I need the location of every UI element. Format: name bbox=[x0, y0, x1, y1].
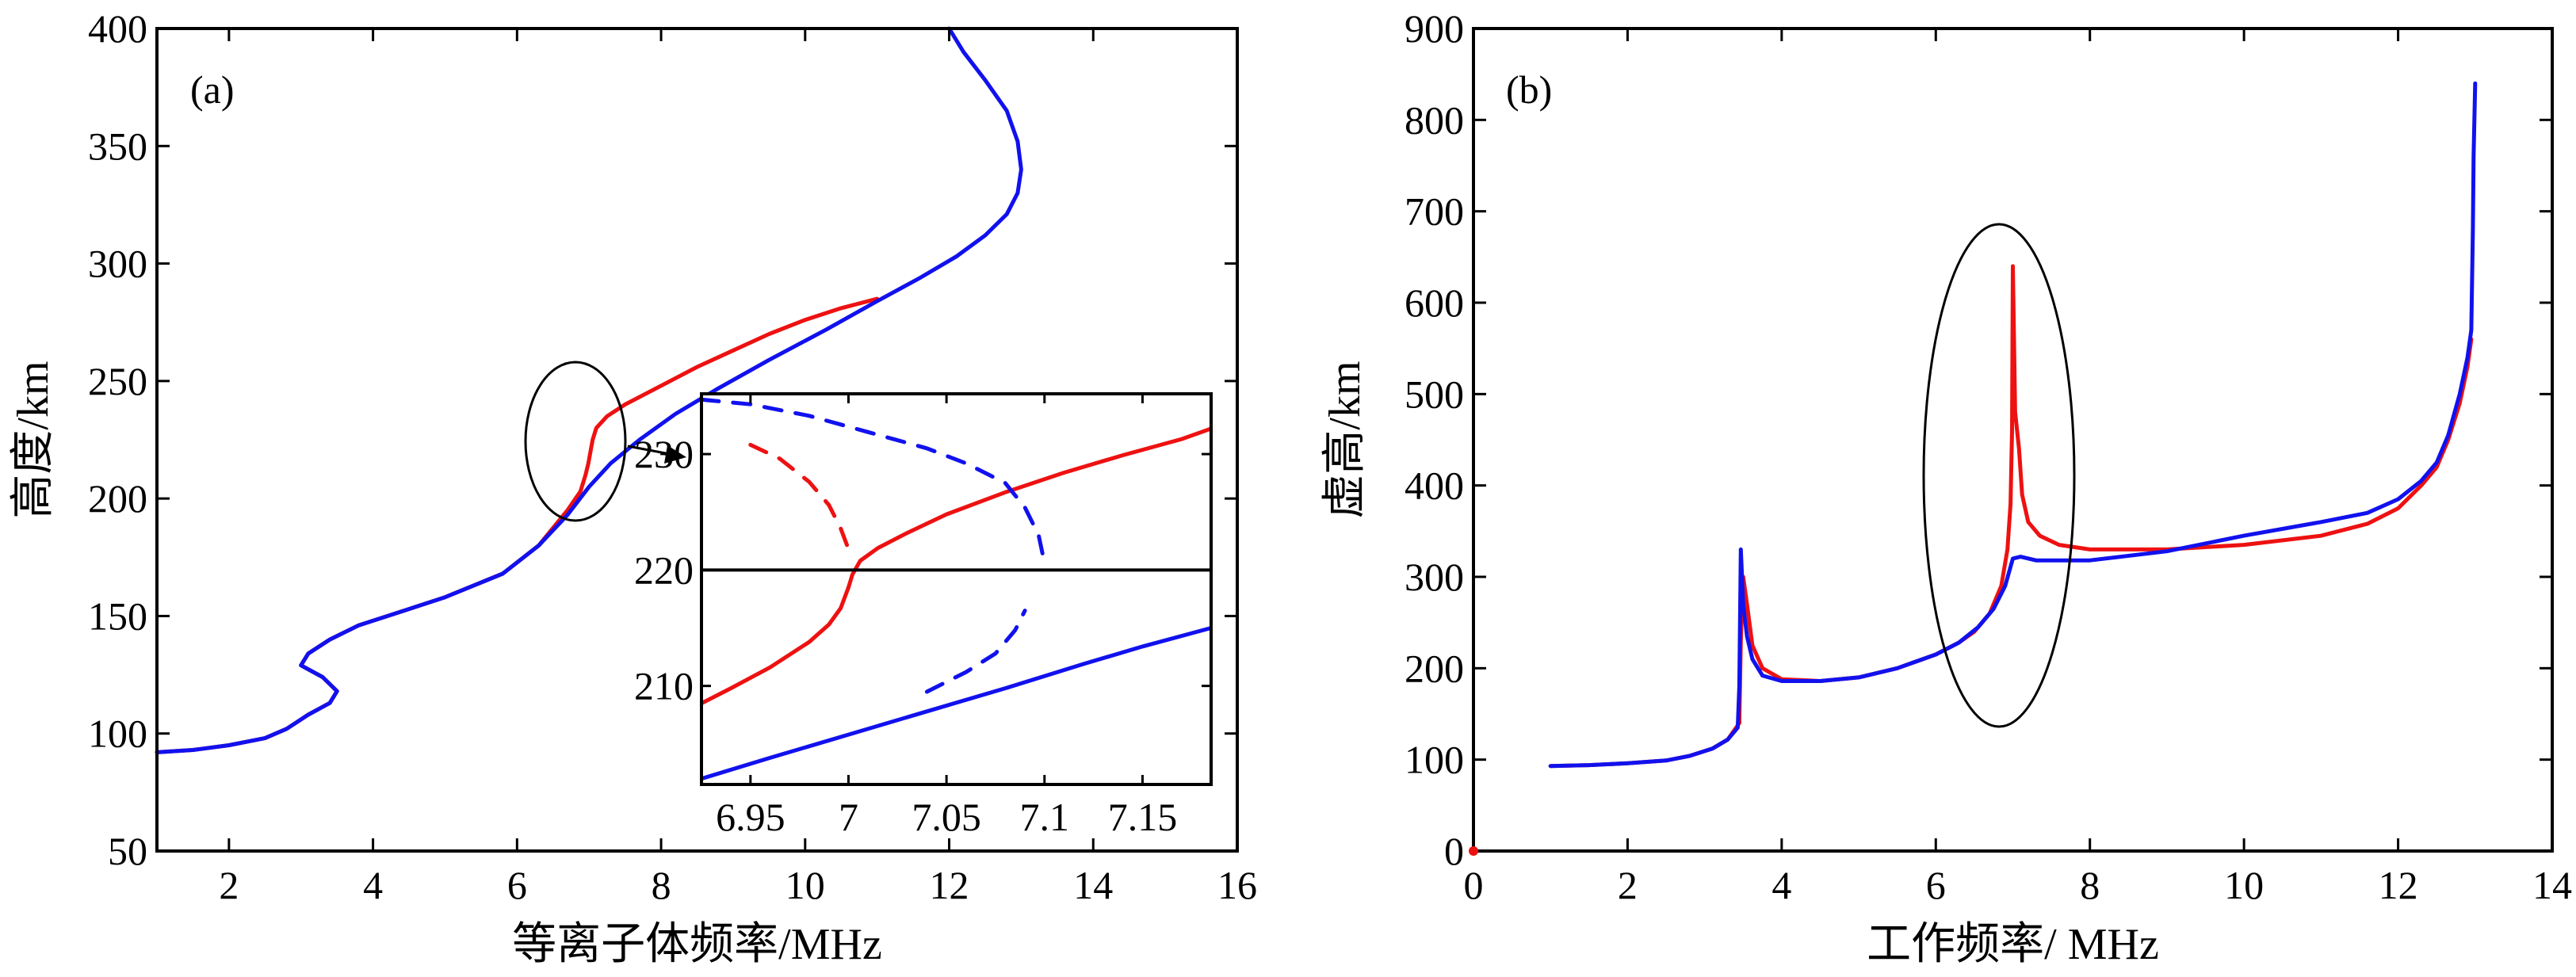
panel-a-y-axis-label: 高度/km bbox=[9, 361, 58, 518]
panel-a-plot-area bbox=[155, 27, 1239, 853]
panel-b-highlight-ellipse bbox=[1922, 223, 2076, 728]
inset-series-blue bbox=[701, 626, 1211, 781]
inset-y-tick-label: 210 bbox=[634, 664, 694, 708]
panel-b-x-tick-label: 6 bbox=[1926, 863, 1946, 907]
panel-b-y-tick-label: 900 bbox=[1405, 6, 1464, 51]
panel-b-y-axis-label: 虚高/km bbox=[1320, 361, 1370, 518]
panel-a-x-tick-label: 6 bbox=[507, 863, 527, 907]
inset-y-tick-label: 220 bbox=[634, 548, 694, 592]
panel-b-label: (b) bbox=[1506, 67, 1552, 112]
panel-b-ticks: 0 2 4 6 8 10 12 14 0 100 200 300 400 500 600 700 800 900 bbox=[1405, 6, 2572, 907]
panel-b-x-tick-label: 12 bbox=[2379, 863, 2418, 907]
panel-b-series-blue bbox=[1548, 81, 2478, 769]
panel-a-inset: 6.95 7 7.05 7.1 7.15 210 220 230 bbox=[634, 392, 1213, 839]
panel-b-y-tick-label: 300 bbox=[1405, 555, 1464, 599]
panel-a-x-tick-label: 8 bbox=[652, 863, 671, 907]
inset-ticks: 6.95 7 7.05 7.1 7.15 210 220 230 bbox=[634, 394, 1211, 839]
panel-a-x-tick-label: 4 bbox=[363, 863, 383, 907]
panel-b-x-tick-label: 0 bbox=[1464, 863, 1484, 907]
panel-b-series-red bbox=[1548, 264, 2474, 769]
panel-a-y-tick-label: 50 bbox=[108, 829, 147, 873]
inset-series bbox=[701, 397, 1211, 781]
panel-b-y-tick-label: 600 bbox=[1405, 281, 1464, 325]
panel-b-y-tick-label: 200 bbox=[1405, 646, 1464, 690]
panel-a-x-tick-label: 12 bbox=[930, 863, 969, 907]
panel-a-highlight-ellipse bbox=[524, 361, 627, 522]
panel-b-y-tick-label: 700 bbox=[1405, 189, 1464, 234]
panel-a-y-tick-label: 350 bbox=[88, 124, 147, 168]
panel-b-x-axis-label: 工作频率/ MHz bbox=[1867, 920, 2159, 969]
panel-b-origin-marker bbox=[1469, 846, 1478, 856]
panel-a-x-tick-label: 10 bbox=[785, 863, 825, 907]
panel-b-x-tick-label: 14 bbox=[2532, 863, 2572, 907]
panel-a-y-tick-label: 200 bbox=[88, 476, 147, 521]
inset-series-red-dashed bbox=[748, 442, 850, 551]
panel-a-x-axis-label: 等离子体频率/MHz bbox=[512, 920, 882, 969]
inset-series-blue-dashed-top bbox=[701, 397, 1047, 566]
panel-b-x-tick-label: 8 bbox=[2080, 863, 2100, 907]
panel-b: 0 2 4 6 8 10 12 140100200300400500600700800900 … bbox=[1320, 6, 2572, 969]
panel-a-y-tick-label: 100 bbox=[88, 712, 147, 756]
panel-b-x-tick-label: 10 bbox=[2224, 863, 2264, 907]
panel-b-y-tick-label: 800 bbox=[1405, 97, 1464, 142]
panel-a-series-blue bbox=[155, 26, 1023, 754]
panel-b-x-tick-label: 2 bbox=[1618, 863, 1638, 907]
inset-series-red bbox=[701, 426, 1211, 706]
panel-b-series bbox=[1548, 81, 2478, 769]
panel-a-label: (a) bbox=[190, 67, 235, 112]
panel-b-y-tick-label: 500 bbox=[1405, 372, 1464, 416]
panel-a-y-tick-label: 400 bbox=[88, 6, 147, 51]
inset-x-tick-label: 7.15 bbox=[1108, 795, 1178, 839]
panel-b-y-tick-label: 400 bbox=[1405, 464, 1464, 508]
panel-b-plot-area bbox=[1472, 27, 2554, 853]
inset-y-tick-label: 230 bbox=[634, 432, 694, 476]
panel-b-y-tick-label: 100 bbox=[1405, 738, 1464, 782]
inset-x-tick-label: 6.95 bbox=[716, 795, 785, 839]
panel-a-x-tick-label: 2 bbox=[219, 863, 239, 907]
panel-a-zoom-arrow bbox=[627, 445, 671, 456]
inset-x-tick-label: 7.05 bbox=[912, 795, 981, 839]
panel-a-series bbox=[155, 26, 1023, 754]
panel-a-ticks: 2 4 6 8 10 12 14 16 50 100 150 200 250 300 350 400 bbox=[88, 6, 1257, 907]
panel-a-y-tick-label: 250 bbox=[88, 359, 147, 403]
panel-a-y-tick-label: 150 bbox=[88, 593, 147, 638]
inset-x-tick-label: 7.1 bbox=[1020, 795, 1070, 839]
panel-a-y-tick-label: 300 bbox=[88, 242, 147, 286]
panel-b-x-tick-label: 4 bbox=[1771, 863, 1791, 907]
inset-frame bbox=[700, 392, 1213, 786]
inset-series-blue-dashed-bottom bbox=[924, 609, 1027, 694]
panel-a-zoom-arrowhead bbox=[664, 445, 686, 464]
panel-b-y-tick-label: 0 bbox=[1444, 829, 1464, 873]
panel-a-x-tick-label: 14 bbox=[1073, 863, 1113, 907]
panel-a-x-tick-label: 16 bbox=[1217, 863, 1257, 907]
inset-x-tick-label: 7 bbox=[839, 795, 858, 839]
